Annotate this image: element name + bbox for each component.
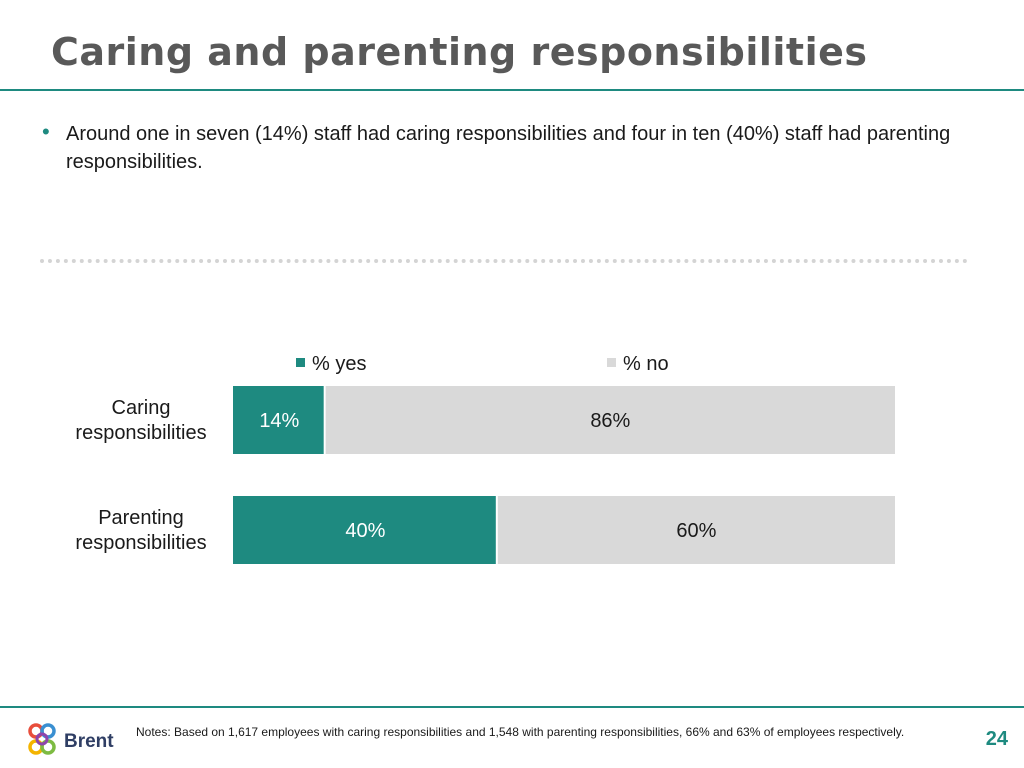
brent-logo: Brent [28, 723, 114, 755]
bar-parenting-yes [233, 496, 496, 564]
footer-divider [0, 706, 1024, 708]
legend-swatch-no [607, 358, 616, 367]
legend-label-yes: % yes [312, 353, 366, 375]
footnote: Notes: Based on 1,617 employees with car… [136, 725, 905, 739]
bar-caring-yes [233, 386, 324, 454]
bar-caring-no [325, 386, 895, 454]
category-label-caring: Caring responsibilities [75, 397, 206, 444]
data-label-caring-no: 86% [590, 410, 630, 432]
data-label-parenting-no: 60% [676, 520, 716, 542]
category-label-parenting: Parenting responsibilities [75, 507, 206, 554]
bullet-text: Around one in seven (14%) staff had cari… [66, 123, 951, 173]
data-label-caring-yes: 14% [259, 410, 299, 432]
legend-swatch-yes [296, 358, 305, 367]
slide-title: Caring and parenting responsibilities [51, 30, 868, 74]
logo-text: Brent [64, 731, 114, 752]
page-number: 24 [985, 728, 1008, 750]
data-label-parenting-yes: 40% [345, 520, 385, 542]
stacked-bar-chart: % yes % no Caring responsibilities 14% 86% Par… [75, 353, 895, 564]
bullet-dot-icon: • [42, 119, 50, 144]
legend-label-no: % no [623, 353, 669, 375]
bar-parenting-no [497, 496, 895, 564]
title-divider [0, 89, 1024, 91]
dotted-divider [40, 259, 968, 263]
